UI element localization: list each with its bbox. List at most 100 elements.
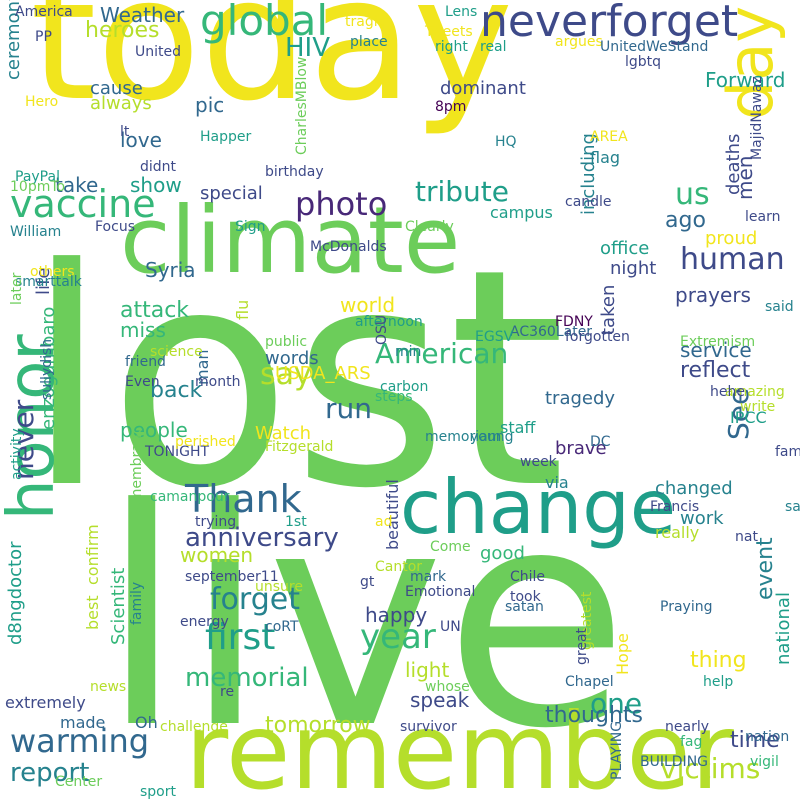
word-people: people [120,418,188,442]
word-week: week [520,454,557,470]
word-family: family [129,581,145,625]
word-lt: lt [120,124,130,140]
word-oh: Oh [135,713,158,732]
word-save: save [785,499,800,515]
word-via: via [545,473,569,492]
word-forgotten: forgotten [565,329,630,345]
word-hehe: hehe [710,384,745,400]
word-hope: Hope [613,633,632,675]
word-heroes: heroes [85,18,160,43]
word-focus: Focus [95,219,135,235]
word-cause: cause [90,78,143,99]
word-campus: campus [490,203,553,222]
word-forward: Forward [705,68,786,92]
word-year: year [360,617,436,657]
word-neverforget: neverforget [480,0,739,47]
word-extremism: Extremism [680,334,756,350]
word-great: great [574,627,590,665]
word-dc: DC [590,434,611,450]
word-dominant: dominant [440,78,526,99]
word-cort: coRT [265,619,299,635]
word-said: said [765,299,794,315]
word-10pmto: 10pmTo [10,179,66,195]
word-chile: Chile [510,569,546,585]
word-pp: PP [35,29,52,45]
word-osu: OSU [374,314,390,345]
word-run: run [325,392,373,425]
word-work: work [680,508,724,529]
word-event: event [753,537,778,600]
word-carbon: carbon [380,379,429,395]
word-right: right [435,39,468,55]
word-tragic: tragic [345,14,386,30]
word-later: later [9,272,25,305]
word-first: first [205,617,276,658]
word-d8ngdoctor: d8ngdoctor [5,541,26,645]
word-cantor: Cantor [375,559,423,575]
word-candle: candle [565,194,612,210]
word-take: take [55,173,99,197]
word-clearly: Clearly [405,219,454,235]
word-come: Come [430,539,471,555]
word-changed: changed [655,478,733,499]
word-american: American [375,337,509,370]
word-deaths: deaths [723,133,744,195]
word-re: re [220,684,235,700]
word-news: news [90,679,127,695]
word-flag: flag [590,148,621,167]
word-confirm: confirm [83,524,102,585]
word-fdny: FDNY [555,314,593,330]
word-memorial: memorial [185,663,309,693]
word-public: public [265,334,308,350]
word-others: others [30,264,75,280]
word-human: human [680,242,785,277]
word-argues: argues [555,34,603,50]
word-say: say [260,357,312,392]
word-tweets: Tweets [425,24,473,40]
word-chapel: Chapel [565,674,614,690]
word-weather: Weather [100,3,185,27]
word-staff: staff [500,418,536,437]
word-pic: pic [195,93,225,117]
word-real: real [480,39,507,55]
word-perished: perished [175,434,236,450]
word-steps: steps [375,389,413,405]
word-taken: taken [598,284,619,335]
word-nation: nation [745,729,790,745]
word-best: best [83,595,102,630]
word-love: love [120,128,162,152]
word-thank: Thank [185,477,302,521]
word-mcdonalds: McDonalds [310,239,387,255]
word-us: us [675,177,710,212]
word-usda-ars: USDA_ARS [275,363,371,384]
word-nat: nat [735,529,758,545]
word-lgbtq: lgbtq [625,54,662,70]
word-write: write [740,399,776,415]
word-sign: Sign [235,219,266,235]
word-reflect: reflect [680,358,751,383]
word-fag: fag [680,734,703,750]
word-brave: brave [555,438,607,459]
word-extremely: extremely [5,693,86,712]
word-office: office [600,238,650,259]
word-special: special [200,183,263,204]
word-made: made [60,713,106,732]
word-watch: Watch [255,423,312,444]
word-time: time [730,728,780,753]
word-speak: speak [410,688,470,712]
word-service: service [680,338,752,362]
word-tragedy: tragedy [545,388,616,409]
word-sullydish: sullydish [39,338,55,400]
word-friend: friend [125,354,166,370]
word-america: America [15,4,73,20]
word-william: William [10,224,62,240]
word-center: Center [55,774,103,790]
word-unitedwestand: UnitedWeStand [600,39,709,55]
word-ac360later: AC360Later [510,324,593,340]
word-words: words [265,348,319,369]
word-energy: energy [180,614,229,630]
word-photo: photo [295,185,388,223]
word-un: UN [440,619,461,635]
word-smarttalk: smarttalk [15,274,82,290]
word-lost: lost [25,205,566,554]
